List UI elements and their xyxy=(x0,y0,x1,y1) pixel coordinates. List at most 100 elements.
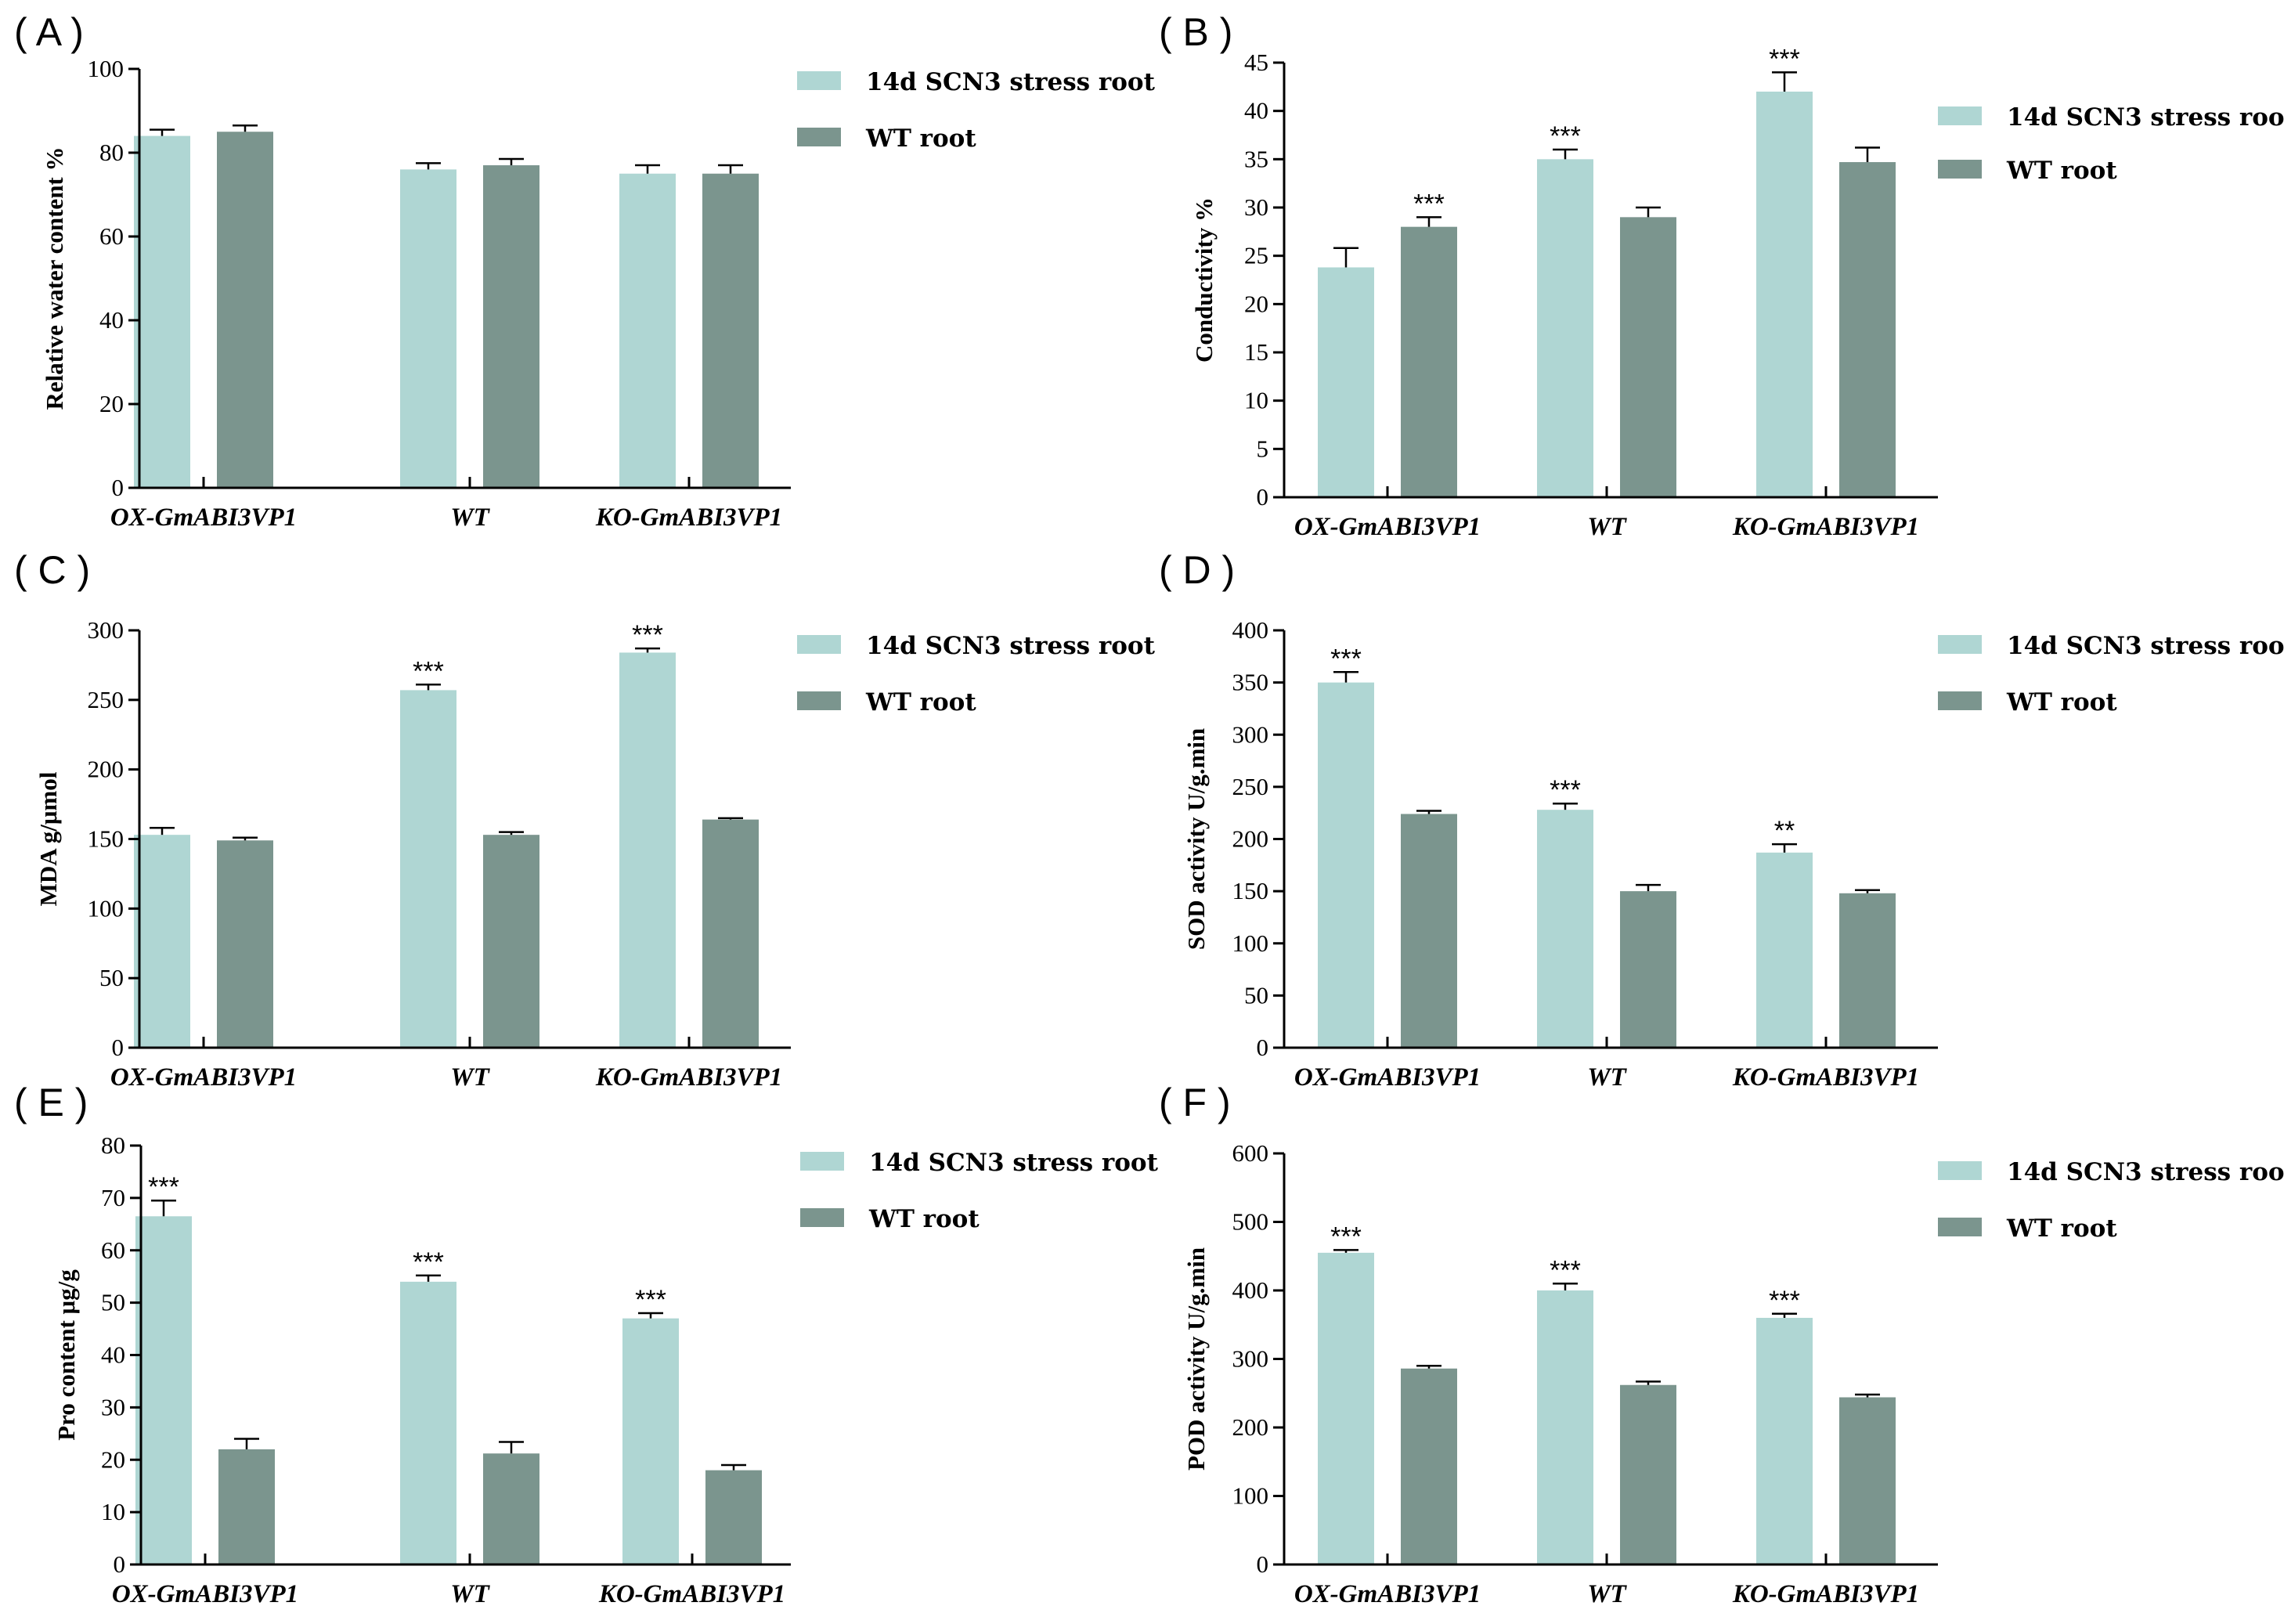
x-tick-label: KO-GmABI3VP1 xyxy=(595,503,782,532)
bar-stress-WT xyxy=(1537,1290,1593,1564)
legend-entry: 14d SCN3 stress root xyxy=(2007,1158,2284,1186)
legend-entry: 14d SCN3 stress root xyxy=(866,68,1156,96)
panel-A: ( A ) Relative water content % 0 20 40 60 80 10… xyxy=(14,10,1156,532)
y-tick-label: 100 xyxy=(88,55,124,82)
y-tick-label: 150 xyxy=(88,825,124,853)
panel-label: ( D ) xyxy=(1159,548,1235,592)
bar-wt-OX-GmABI3VP1 xyxy=(217,840,273,1048)
bar-wt-WT xyxy=(483,835,539,1048)
bar-wt-KO-GmABI3VP1 xyxy=(705,1470,762,1564)
bar-wt-OX-GmABI3VP1 xyxy=(217,132,273,488)
legend-swatch xyxy=(797,71,841,90)
x-tick-label: WT xyxy=(450,1063,490,1092)
y-axis-title: MDA g/μmol xyxy=(34,771,62,906)
x-tick-label: OX-GmABI3VP1 xyxy=(110,503,297,532)
legend-swatch xyxy=(800,1208,844,1227)
y-tick-label: 60 xyxy=(99,222,124,250)
legend-swatch xyxy=(1938,1218,1982,1236)
significance-label: *** xyxy=(1550,1255,1581,1285)
y-tick-label: 100 xyxy=(1232,929,1269,957)
y-tick-label: 30 xyxy=(101,1393,125,1420)
bar-wt-KO-GmABI3VP1 xyxy=(1839,1397,1896,1564)
y-tick-label: 100 xyxy=(88,894,124,922)
y-tick-label: 0 xyxy=(112,1034,124,1061)
y-tick-label: 350 xyxy=(1232,669,1269,696)
significance-label: *** xyxy=(1550,121,1581,151)
legend-entry: 14d SCN3 stress root xyxy=(866,632,1156,660)
legend-entry: WT root xyxy=(2006,1214,2117,1243)
significance-label: *** xyxy=(413,656,444,686)
legend-swatch xyxy=(1938,691,1982,710)
significance-label: *** xyxy=(635,1285,666,1315)
bar-stress-OX-GmABI3VP1 xyxy=(134,835,190,1048)
bar-stress-WT xyxy=(400,1281,456,1564)
bar-wt-OX-GmABI3VP1 xyxy=(1401,814,1457,1048)
y-tick-label: 40 xyxy=(1244,97,1268,125)
y-tick-label: 80 xyxy=(99,139,124,166)
bar-stress-KO-GmABI3VP1 xyxy=(1756,92,1813,497)
panel-label: ( E ) xyxy=(14,1081,88,1124)
panel-label: ( F ) xyxy=(1159,1081,1231,1124)
y-tick-label: 80 xyxy=(101,1131,125,1159)
y-tick-label: 150 xyxy=(1232,877,1269,904)
y-tick-label: 60 xyxy=(101,1236,125,1264)
x-tick-label: WT xyxy=(1587,1580,1627,1608)
y-tick-label: 5 xyxy=(1257,435,1269,462)
bar-wt-KO-GmABI3VP1 xyxy=(702,173,759,488)
y-tick-label: 300 xyxy=(1232,720,1269,748)
legend-entry: WT root xyxy=(865,688,976,716)
x-tick-label: KO-GmABI3VP1 xyxy=(1732,1580,1919,1608)
bar-wt-WT xyxy=(1620,891,1676,1048)
y-tick-label: 50 xyxy=(101,1289,125,1316)
bar-wt-OX-GmABI3VP1 xyxy=(1401,226,1457,497)
panel-label: ( B ) xyxy=(1159,10,1232,54)
bar-wt-OX-GmABI3VP1 xyxy=(218,1449,275,1564)
y-tick-label: 20 xyxy=(99,390,124,417)
legend-entry: WT root xyxy=(2006,157,2117,185)
y-tick-label: 200 xyxy=(88,756,124,783)
significance-label: *** xyxy=(1769,1286,1800,1315)
y-tick-label: 30 xyxy=(1244,193,1268,221)
y-tick-label: 35 xyxy=(1244,145,1268,172)
bar-stress-KO-GmABI3VP1 xyxy=(1756,1318,1813,1564)
bar-stress-WT xyxy=(400,690,456,1048)
y-tick-label: 25 xyxy=(1244,242,1268,269)
y-tick-label: 15 xyxy=(1244,338,1268,366)
significance-label: *** xyxy=(413,1247,444,1277)
legend-entry: WT root xyxy=(2006,688,2117,716)
y-tick-label: 200 xyxy=(1232,825,1269,853)
y-tick-label: 20 xyxy=(101,1445,125,1473)
y-tick-label: 0 xyxy=(114,1550,126,1578)
bar-stress-OX-GmABI3VP1 xyxy=(135,1216,192,1564)
x-tick-label: KO-GmABI3VP1 xyxy=(598,1580,785,1608)
bar-stress-OX-GmABI3VP1 xyxy=(1318,1252,1374,1564)
legend-swatch xyxy=(1938,160,1982,179)
x-tick-label: OX-GmABI3VP1 xyxy=(1294,513,1481,541)
x-tick-label: KO-GmABI3VP1 xyxy=(1732,1063,1919,1092)
y-tick-label: 0 xyxy=(1257,483,1269,511)
x-tick-label: WT xyxy=(450,503,490,532)
panel-B: ( B ) Conductivity % *** *** *** 0 5 10 15 20 25 30… xyxy=(1159,10,2284,541)
panel-D: ( D )SOD activity U/g.min********0501001… xyxy=(1159,548,2284,1092)
y-axis-title: Relative water content % xyxy=(41,146,68,410)
y-tick-label: 400 xyxy=(1232,1276,1269,1304)
x-tick-label: WT xyxy=(1587,1063,1627,1092)
bar-stress-KO-GmABI3VP1 xyxy=(622,1318,679,1564)
y-tick-label: 10 xyxy=(101,1498,125,1525)
y-tick-label: 100 xyxy=(1232,1482,1269,1510)
x-tick-label: KO-GmABI3VP1 xyxy=(595,1063,782,1092)
bar-wt-KO-GmABI3VP1 xyxy=(1839,162,1896,498)
bar-stress-KO-GmABI3VP1 xyxy=(619,173,676,488)
y-tick-label: 50 xyxy=(99,964,124,991)
y-tick-label: 0 xyxy=(1257,1034,1269,1061)
y-tick-label: 500 xyxy=(1232,1208,1269,1236)
y-tick-label: 50 xyxy=(1244,981,1268,1009)
y-axis-title: SOD activity U/g.min xyxy=(1182,728,1210,950)
bar-stress-WT xyxy=(1537,810,1593,1048)
bar-wt-WT xyxy=(1620,1384,1676,1564)
bar-wt-KO-GmABI3VP1 xyxy=(702,819,759,1048)
bar-stress-OX-GmABI3VP1 xyxy=(1318,267,1374,497)
panel-label: ( C ) xyxy=(14,548,90,592)
bar-wt-WT xyxy=(483,1453,539,1564)
